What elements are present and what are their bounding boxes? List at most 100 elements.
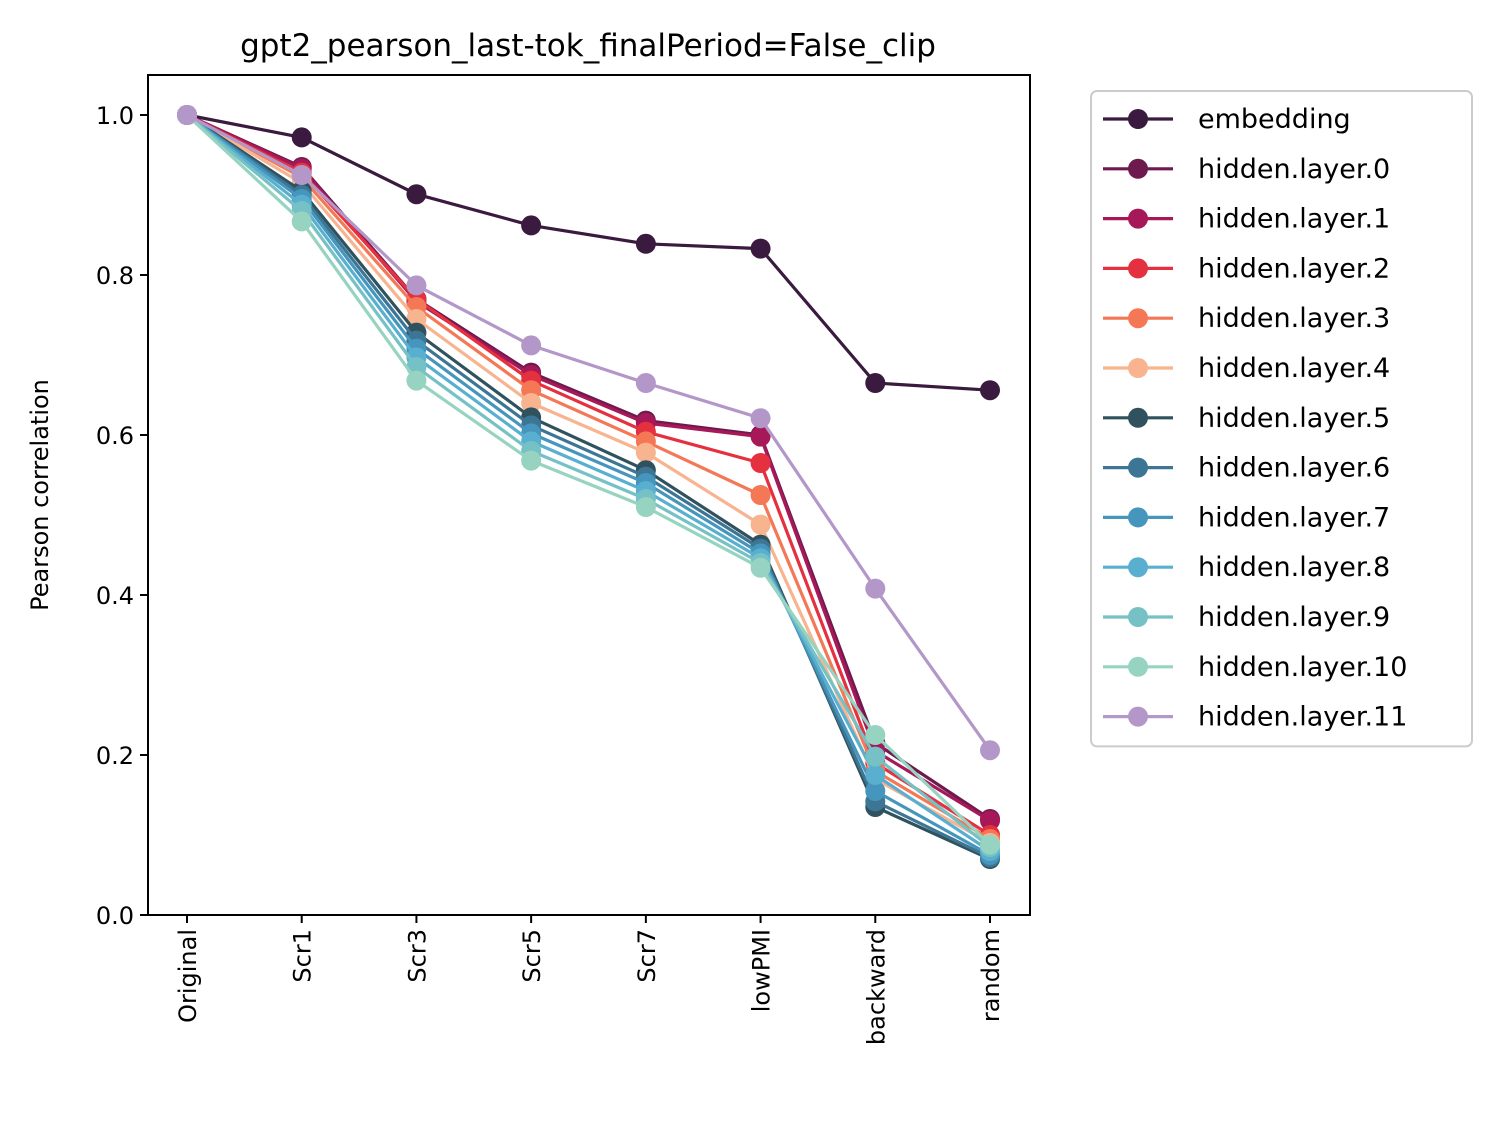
data-point — [750, 514, 771, 535]
data-point — [750, 557, 771, 578]
legend-item: hidden.layer.4 — [1103, 353, 1390, 384]
data-point — [635, 497, 656, 517]
legend-item: embedding — [1103, 104, 1351, 135]
data-point — [750, 238, 771, 259]
legend-label: hidden.layer.9 — [1198, 602, 1390, 633]
legend-label: hidden.layer.5 — [1198, 403, 1390, 434]
legend-marker — [1128, 358, 1148, 378]
data-point — [980, 834, 1000, 855]
legend-item: hidden.layer.1 — [1103, 204, 1390, 235]
data-point — [865, 578, 886, 599]
data-point — [750, 485, 771, 505]
y-tick-label: 1.0 — [96, 102, 134, 130]
data-point — [521, 335, 542, 356]
legend-item: hidden.layer.11 — [1103, 702, 1407, 733]
legend-marker — [1128, 308, 1148, 329]
series-line — [185, 113, 992, 846]
data-point — [980, 810, 1000, 831]
data-point — [980, 380, 1000, 401]
series-line — [186, 113, 991, 861]
legend-marker — [1128, 208, 1148, 229]
data-point — [406, 184, 427, 205]
series-line — [186, 113, 991, 822]
series-embedding — [177, 105, 1000, 401]
data-point — [635, 233, 656, 254]
data-point — [865, 725, 886, 745]
plot-frame — [147, 74, 1031, 916]
legend-marker — [1128, 109, 1148, 129]
legend-item: hidden.layer.2 — [1103, 253, 1390, 284]
legend-label: hidden.layer.6 — [1198, 453, 1390, 484]
series-line — [186, 113, 991, 857]
data-point — [177, 105, 197, 125]
data-point — [291, 165, 312, 185]
data-point — [750, 426, 771, 447]
series-line — [186, 113, 991, 392]
legend-marker — [1128, 706, 1148, 727]
data-point — [635, 442, 656, 463]
legend-item: hidden.layer.5 — [1103, 403, 1390, 434]
legend-label: hidden.layer.10 — [1198, 652, 1407, 683]
legend-item: hidden.layer.6 — [1103, 453, 1390, 484]
legend-label: hidden.layer.1 — [1198, 204, 1390, 235]
series-line — [186, 113, 991, 859]
data-point — [291, 211, 312, 232]
legend-box — [1090, 90, 1473, 748]
series-hidden.layer.10 — [177, 105, 1000, 855]
series-hidden.layer.11 — [177, 105, 1000, 761]
legend-label: hidden.layer.2 — [1198, 253, 1390, 284]
legend-label: hidden.layer.8 — [1198, 552, 1390, 583]
legend-item: hidden.layer.7 — [1103, 502, 1390, 533]
data-point — [406, 370, 427, 391]
data-point — [865, 746, 886, 767]
legend-marker — [1128, 507, 1148, 528]
legend-marker — [1128, 258, 1148, 279]
legend-item: hidden.layer.8 — [1103, 552, 1390, 583]
legend-item: hidden.layer.10 — [1103, 652, 1407, 683]
data-point — [521, 215, 542, 236]
legend-marker — [1128, 457, 1148, 478]
data-point — [865, 765, 886, 785]
plot-area: 0.0 0.2 0.4 0.6 0.8 1.0 Original Scr1 Scr3 Scr5 Sc… — [96, 74, 1031, 1045]
data-point — [980, 740, 1000, 761]
data-point — [635, 373, 656, 393]
legend-marker — [1128, 557, 1148, 578]
legend-item: hidden.layer.0 — [1103, 154, 1390, 185]
series-line — [186, 113, 992, 752]
chart-title: gpt2_pearson_last-tok_finalPeriod=False_… — [240, 28, 936, 64]
data-point — [521, 393, 542, 413]
legend-label: hidden.layer.11 — [1198, 702, 1407, 733]
y-tick-label: 0.6 — [96, 422, 134, 450]
y-tick-label: 0.4 — [96, 582, 134, 610]
legend: embedding hidden.layer.0 hidden.layer.1 hid… — [1090, 90, 1473, 748]
legend-label: embedding — [1198, 104, 1351, 135]
series-line — [185, 113, 991, 849]
data-point — [291, 127, 312, 148]
legend-label: hidden.layer.4 — [1198, 353, 1390, 384]
x-tick-label: Scr1 — [289, 929, 317, 983]
legend-marker — [1128, 407, 1148, 428]
legend-label: hidden.layer.0 — [1198, 154, 1390, 185]
x-tick-label: backward — [862, 929, 890, 1045]
x-tick-label: Original — [174, 929, 202, 1023]
data-point — [865, 781, 886, 801]
legend-item: hidden.layer.9 — [1103, 602, 1390, 633]
legend-label: hidden.layer.7 — [1198, 502, 1390, 533]
x-tick-label: lowPMI — [748, 929, 776, 1012]
y-tick-label: 0.2 — [96, 742, 134, 770]
data-point — [865, 373, 886, 393]
x-tick-label: Scr3 — [403, 929, 431, 983]
series-line — [186, 113, 991, 853]
x-tick-label: random — [977, 929, 1005, 1022]
data-point — [750, 453, 771, 473]
data-point — [521, 450, 542, 471]
legend-marker — [1128, 607, 1148, 627]
x-tick-label: Scr5 — [518, 929, 546, 983]
y-tick-label: 0.8 — [96, 262, 134, 290]
data-point — [406, 275, 427, 296]
legend-marker — [1128, 158, 1148, 179]
legend-marker — [1128, 656, 1148, 677]
legend-item: hidden.layer.3 — [1103, 303, 1390, 334]
